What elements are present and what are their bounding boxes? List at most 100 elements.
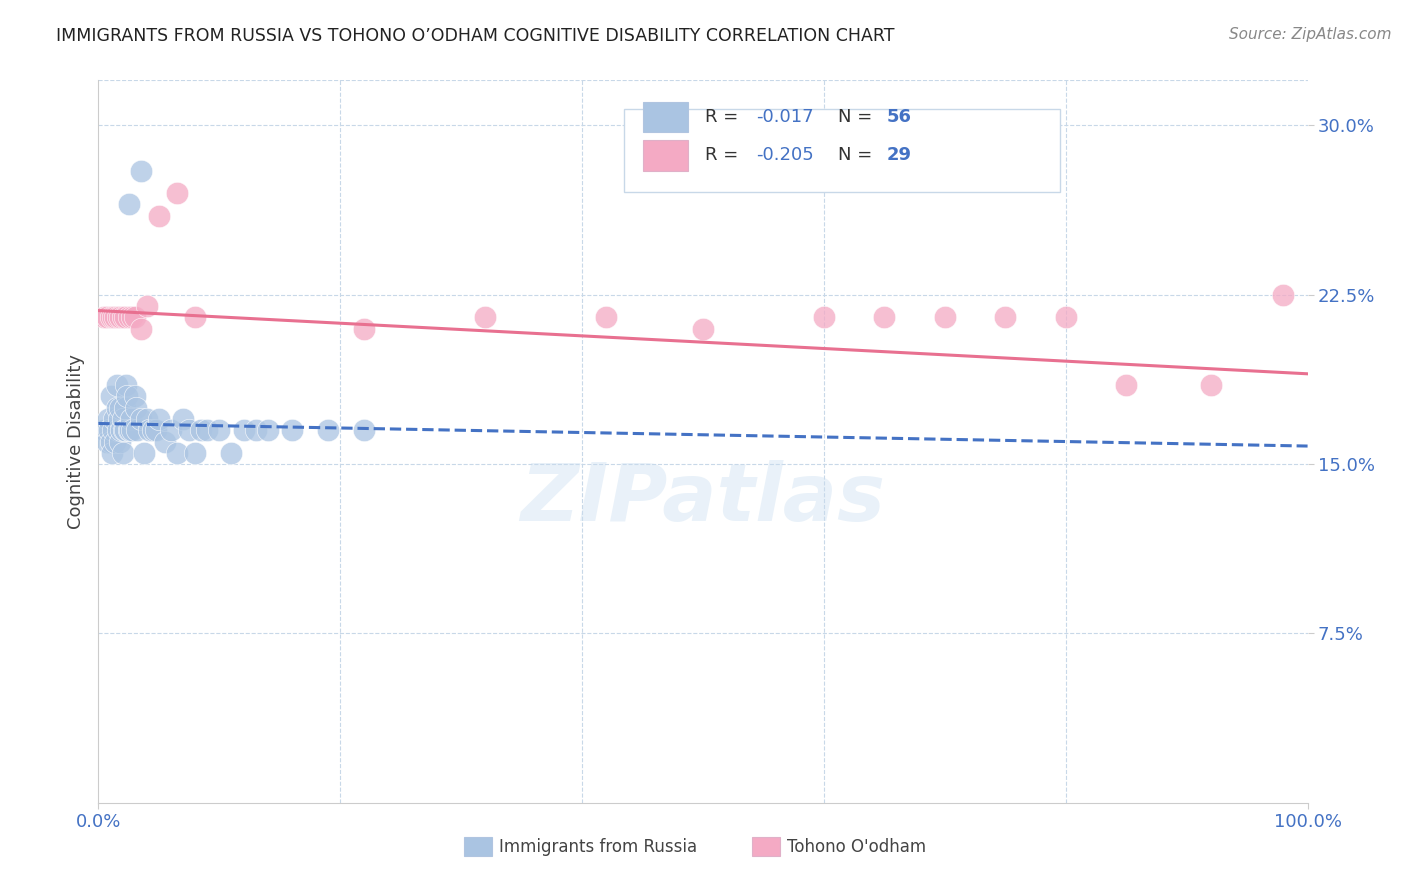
Point [873,310,896,325]
Text: N =: N = [838,108,879,126]
Point [108,434,131,449]
Point [994,310,1017,325]
Text: -0.017: -0.017 [756,108,814,126]
Text: Source: ZipAtlas.com: Source: ZipAtlas.com [1229,27,1392,42]
Point [595,310,617,325]
Point [120,412,142,426]
Text: -0.205: -0.205 [756,146,814,164]
Point [105,401,128,415]
Point [93,423,115,437]
Point [129,412,152,426]
Text: R =: R = [706,146,744,164]
Point [115,378,138,392]
Point [110,423,132,437]
Point [100,310,122,325]
Point [138,423,160,437]
Text: 56: 56 [887,108,912,126]
Point [96,434,118,449]
Point [256,423,278,437]
Point [125,401,148,415]
Point [353,423,375,437]
Point [108,401,131,415]
Text: Tohono O'odham: Tohono O'odham [787,838,927,855]
Point [112,423,135,437]
Point [1115,378,1137,392]
Point [101,423,124,437]
Bar [643,140,689,170]
Text: ZIPatlas: ZIPatlas [520,460,886,539]
Point [208,423,231,437]
Point [190,423,212,437]
Point [97,412,120,426]
Point [172,412,194,426]
Point [100,434,122,449]
Text: Immigrants from Russia: Immigrants from Russia [499,838,697,855]
Point [148,412,170,426]
Point [118,197,141,211]
Point [105,378,128,392]
FancyBboxPatch shape [624,109,1060,193]
Point [934,310,956,325]
Point [108,412,131,426]
Point [474,310,496,325]
Point [96,310,118,325]
Point [98,423,121,437]
Point [232,423,254,437]
Point [1272,287,1295,301]
Point [134,446,156,460]
Point [107,423,129,437]
Point [111,412,134,426]
Point [281,423,304,437]
Point [129,163,152,178]
Text: IMMIGRANTS FROM RUSSIA VS TOHONO O’ODHAM COGNITIVE DISABILITY CORRELATION CHART: IMMIGRANTS FROM RUSSIA VS TOHONO O’ODHAM… [56,27,894,45]
Point [108,310,131,325]
Point [135,299,157,313]
Point [101,310,124,325]
Point [127,423,149,437]
Point [1199,378,1222,392]
Point [135,412,157,426]
Point [104,434,127,449]
Point [129,321,152,335]
Point [148,209,170,223]
Point [118,310,141,325]
Point [111,446,134,460]
Text: 29: 29 [887,146,912,164]
Point [104,310,127,325]
Point [107,310,129,325]
Point [166,186,188,201]
Point [221,446,243,460]
Y-axis label: Cognitive Disability: Cognitive Disability [66,354,84,529]
Point [353,321,375,335]
Point [117,389,139,403]
Point [114,423,136,437]
Point [121,423,143,437]
Point [153,434,176,449]
Point [184,310,207,325]
Point [142,423,165,437]
Point [245,423,267,437]
Point [166,446,188,460]
Point [145,423,167,437]
Point [160,423,183,437]
Point [100,389,122,403]
Point [692,321,714,335]
Point [121,310,143,325]
Point [813,310,835,325]
Point [184,446,207,460]
Point [93,310,115,325]
Point [124,389,146,403]
Point [111,310,134,325]
Point [1054,310,1077,325]
Point [118,423,141,437]
Point [179,423,201,437]
Bar [643,102,689,132]
Point [195,423,218,437]
Text: N =: N = [838,146,879,164]
Point [124,310,146,325]
Point [114,310,136,325]
Point [100,446,122,460]
Point [103,412,125,426]
Point [118,423,141,437]
Point [316,423,339,437]
